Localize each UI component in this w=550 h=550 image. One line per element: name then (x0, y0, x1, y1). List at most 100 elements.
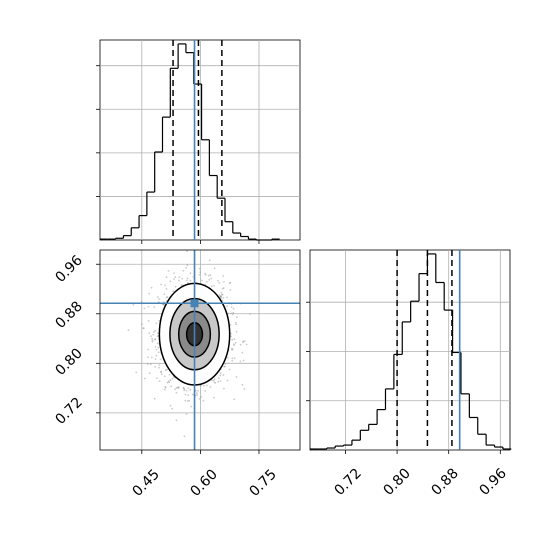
x-tick-label: 0.75 (246, 466, 279, 499)
sample-point (148, 332, 151, 334)
sample-point (142, 327, 145, 330)
sample-point (164, 284, 167, 287)
panel-x-histogram-quantiles (172, 40, 223, 240)
sample-point (186, 250, 188, 253)
sample-point (187, 281, 189, 284)
sample-point (148, 292, 151, 295)
sample-point (154, 365, 157, 368)
sample-point (152, 333, 155, 336)
panel-x-histogram-ticks (96, 65, 260, 244)
sample-point (231, 348, 234, 351)
sample-point (178, 279, 180, 282)
sample-point (217, 380, 220, 383)
sample-point (210, 285, 213, 288)
sample-point (232, 307, 235, 310)
sample-point (224, 363, 227, 365)
x-tick-label: 0.45 (129, 466, 162, 499)
sample-point (194, 390, 197, 392)
sample-point (223, 365, 226, 368)
panel-y-histogram-frame (309, 249, 511, 451)
sample-point (219, 295, 222, 298)
sample-point (158, 366, 160, 369)
sample-point (154, 329, 157, 332)
sample-point (184, 393, 187, 396)
y-tick-label: 0.88 (52, 298, 85, 331)
sample-point (181, 277, 184, 280)
sample-point (158, 380, 161, 383)
y-tick-label: 0.80 (52, 345, 85, 378)
sample-point (223, 281, 225, 283)
sample-point (156, 335, 159, 338)
sample-point (171, 407, 174, 410)
sample-point (171, 377, 174, 380)
sample-point (218, 281, 221, 284)
sample-point (163, 375, 166, 378)
sample-point (183, 388, 186, 391)
sample-point (235, 330, 238, 333)
sample-point (158, 364, 161, 366)
sample-point (202, 384, 205, 387)
sample-point (220, 291, 223, 294)
sample-point (206, 280, 208, 283)
sample-point (226, 379, 229, 382)
sample-point (232, 311, 235, 314)
sample-point (236, 316, 238, 319)
sample-point (172, 290, 175, 293)
sample-point (209, 386, 212, 388)
sample-point (230, 312, 233, 315)
sample-point (147, 305, 150, 308)
sample-point (182, 269, 185, 272)
sample-point (206, 384, 208, 387)
sample-point (177, 386, 180, 388)
sample-point (155, 354, 158, 357)
sample-point (233, 357, 236, 359)
sample-point (197, 389, 199, 392)
sample-point (143, 377, 146, 380)
panel-y-histogram-ticks (306, 301, 501, 454)
panel-x-histogram-series (100, 43, 280, 241)
sample-point (227, 312, 230, 315)
sample-point (169, 379, 172, 382)
sample-point (213, 381, 216, 384)
sample-point (231, 338, 234, 341)
sample-point (202, 399, 205, 402)
panel-y-histogram-quantiles (396, 250, 453, 450)
sample-point (147, 320, 150, 322)
sample-point (188, 399, 191, 402)
sample-point (196, 394, 199, 396)
sample-point (151, 337, 153, 340)
panel-y-histogram: 0.72 0.80 0.88 0.96 (306, 249, 512, 499)
sample-point (185, 389, 188, 392)
sample-point (222, 297, 225, 299)
sample-point (186, 277, 189, 280)
sample-point (234, 341, 237, 344)
sample-point (230, 335, 233, 338)
panel-y-histogram-grid (310, 250, 510, 450)
sample-point (150, 286, 153, 289)
sample-point (174, 276, 177, 279)
sample-point (165, 276, 168, 279)
sample-point (239, 343, 242, 346)
sample-point (157, 332, 159, 335)
sample-point (173, 278, 175, 280)
sample-point (173, 272, 176, 274)
panel-x-histogram-grid (100, 40, 300, 240)
sample-point (158, 298, 161, 300)
sample-point (210, 277, 213, 280)
truth-marker (190, 299, 199, 308)
sample-point (163, 293, 166, 295)
sample-point (190, 405, 193, 408)
sample-point (186, 264, 189, 267)
y-tick-label: 0.96 (52, 252, 85, 285)
sample-point (156, 296, 159, 298)
sample-point (226, 296, 228, 299)
y-tick-label: 0.72 (52, 394, 85, 427)
sample-point (189, 272, 192, 275)
sample-point (153, 397, 156, 400)
sample-point (219, 372, 222, 375)
sample-point (187, 387, 190, 390)
sample-point (213, 267, 216, 270)
sample-point (201, 279, 203, 282)
sample-point (208, 259, 211, 262)
